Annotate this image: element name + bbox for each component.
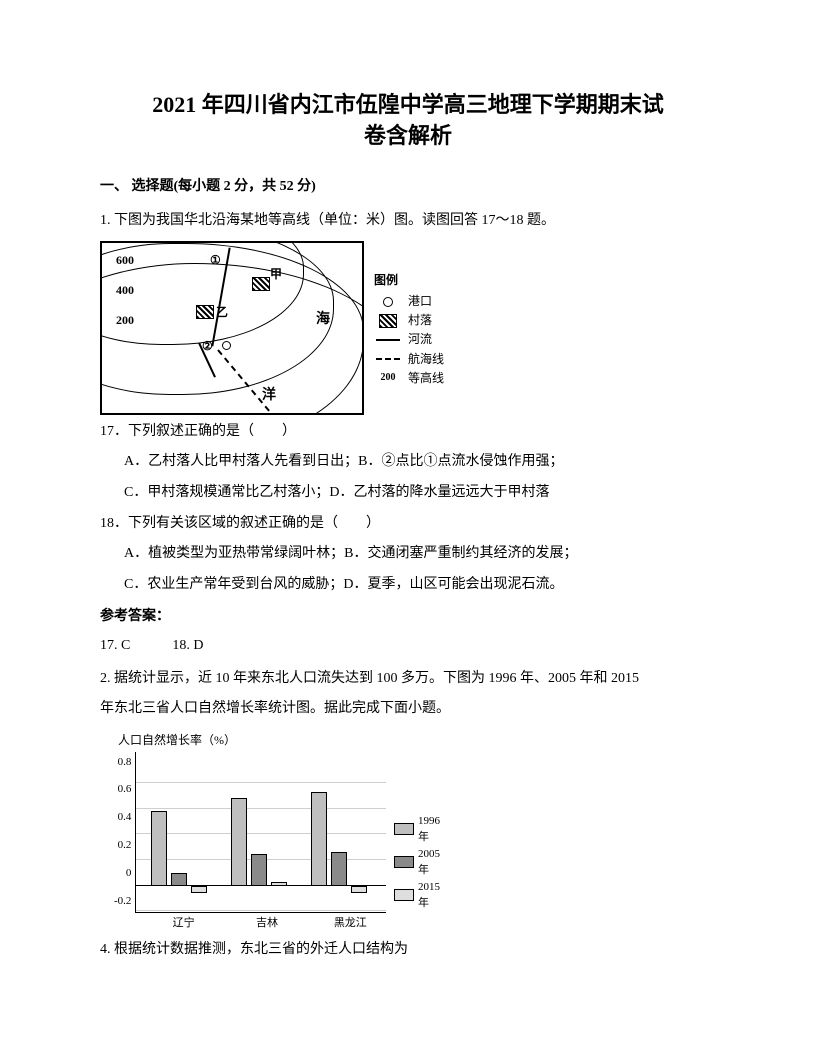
answers-label: 参考答案： <box>100 604 716 631</box>
bar <box>151 811 167 885</box>
q18: 18．下列有关该区域的叙述正确的是（ ） <box>100 511 716 538</box>
answers-line: 17. C 18. D <box>100 633 716 660</box>
q17: 17．下列叙述正确的是（ ） <box>100 419 716 446</box>
label-yi: 乙 <box>216 301 228 324</box>
legend-port: 港口 <box>408 292 432 311</box>
label-sea: 海 <box>316 307 330 334</box>
bar <box>351 886 367 894</box>
bar <box>231 798 247 885</box>
legend-contour: 等高线 <box>408 369 444 388</box>
contour-400: 400 <box>116 279 134 302</box>
village-jia <box>252 277 270 291</box>
q17-opts-b: C．甲村落规模通常比乙村落小；D．乙村落的降水量远远大于甲村落 <box>100 480 716 507</box>
legend-title: 图例 <box>374 271 444 290</box>
ytick: 0 <box>126 863 132 884</box>
legend-port-icon <box>383 297 393 307</box>
label-jia: 甲 <box>270 263 282 286</box>
swatch-1996-icon <box>394 823 414 835</box>
swatch-2015-icon <box>394 889 414 901</box>
bar <box>171 873 187 886</box>
q2-stem-a: 2. 据统计显示，近 10 年来东北人口流失达到 100 多万。下图为 1996… <box>100 666 716 693</box>
map-frame: 600 400 200 甲 乙 ① ② 海 洋 <box>100 241 364 415</box>
q2-stem-b: 年东北三省人口自然增长率统计图。据此完成下面小题。 <box>100 696 716 723</box>
page-title-line2: 卷含解析 <box>364 123 452 148</box>
label-ocean: 洋 <box>262 383 276 410</box>
bar <box>271 882 287 886</box>
bar <box>191 886 207 894</box>
village-yi <box>196 305 214 319</box>
legend-village: 村落 <box>408 311 432 330</box>
q18-opts-a: A．植被类型为亚热带常绿阔叶林；B．交通闭塞严重制约其经济的发展； <box>100 541 716 568</box>
q18-opts-b: C．农业生产常年受到台风的威胁；D．夏季，山区可能会出现泥石流。 <box>100 572 716 599</box>
q17-opts-a: A．乙村落人比甲村落人先看到日出；B．②点比①点流水侵蚀作用强； <box>100 449 716 476</box>
legend-nav: 航海线 <box>408 350 444 369</box>
chart-y-title: 人口自然增长率（%） <box>118 729 474 752</box>
contour-600: 600 <box>116 249 134 272</box>
point-1: ① <box>210 249 221 272</box>
chart-legend: 1996年 2005年 2015年 <box>394 813 444 912</box>
map-legend: 图例 港口 村落 河流 航海线 200 等高线 <box>374 241 444 388</box>
xlabel: 黑龙江 <box>309 913 392 934</box>
bar <box>331 852 347 885</box>
legend-1996: 1996年 <box>418 813 444 846</box>
bar <box>311 792 327 885</box>
legend-2005: 2005年 <box>418 846 444 879</box>
map-figure: 600 400 200 甲 乙 ① ② 海 洋 图例 港口 村落 河流 航海线 … <box>100 241 716 415</box>
legend-river-icon <box>376 339 400 341</box>
ytick: 0.4 <box>118 807 132 828</box>
chart-figure: 人口自然增长率（%） 0.8 0.6 0.4 0.2 0 -0.2 1996年 … <box>114 729 474 934</box>
ytick: 0.2 <box>118 835 132 856</box>
q4: 4. 根据统计数据推测，东北三省的外迁人口结构为 <box>100 937 716 964</box>
legend-river: 河流 <box>408 330 432 349</box>
page-title-line1: 2021 年四川省内江市伍隍中学高三地理下学期期末试 <box>152 92 664 117</box>
legend-contour-num: 200 <box>374 370 402 386</box>
legend-village-icon <box>379 314 397 328</box>
chart-plot: 1996年 2005年 2015年 <box>135 752 386 913</box>
contour-200: 200 <box>116 309 134 332</box>
legend-2015: 2015年 <box>418 879 444 912</box>
swatch-2005-icon <box>394 856 414 868</box>
point-2: ② <box>202 335 213 358</box>
chart-y-axis: 0.8 0.6 0.4 0.2 0 -0.2 <box>114 752 135 912</box>
port-marker <box>222 341 231 350</box>
legend-nav-icon <box>376 358 400 360</box>
xlabel: 辽宁 <box>142 913 225 934</box>
section-heading: 一、 选择题(每小题 2 分，共 52 分) <box>100 174 716 201</box>
chart-x-labels: 辽宁 吉林 黑龙江 <box>142 913 392 934</box>
ytick: 0.6 <box>118 779 132 800</box>
bar <box>251 854 267 886</box>
q1-stem: 1. 下图为我国华北沿海某地等高线（单位：米）图。读图回答 17～18 题。 <box>100 208 716 235</box>
ytick: -0.2 <box>114 891 131 912</box>
ytick: 0.8 <box>118 752 132 773</box>
xlabel: 吉林 <box>225 913 308 934</box>
